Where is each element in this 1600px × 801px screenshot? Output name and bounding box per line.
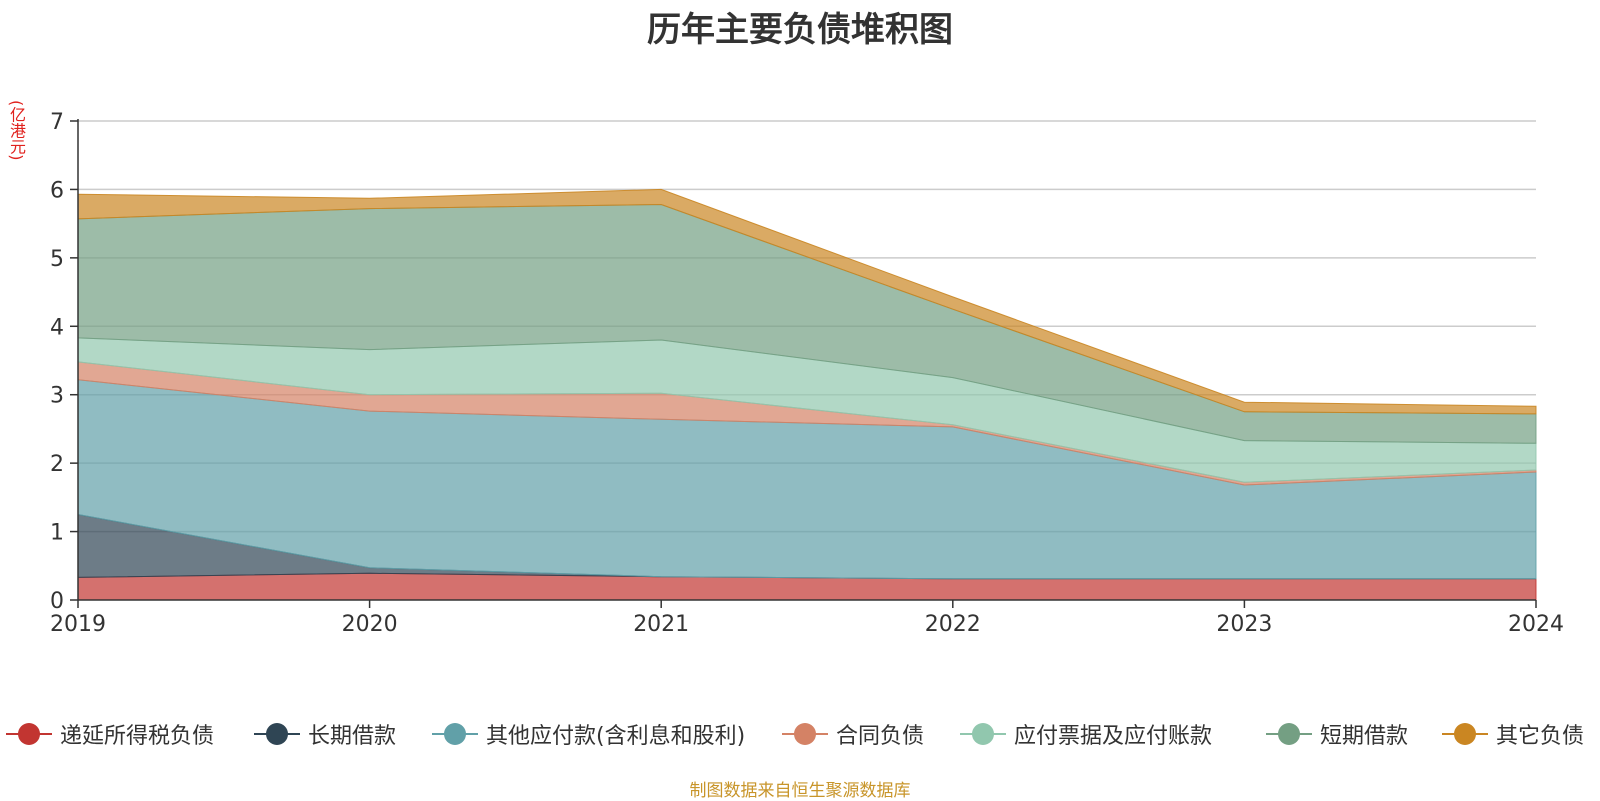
stacked-area-chart: 0 1 2 3 4 5 6 7 2019 2020 2021 2022 2023 2024 — [50, 110, 1564, 637]
y-tick-label: 7 — [50, 110, 64, 135]
x-tick-label: 2020 — [342, 612, 398, 637]
y-axis-unit-label: (亿港元) — [7, 100, 26, 161]
legend-item-7[interactable]: 其它负债 — [1440, 716, 1584, 752]
legend-marker-icon — [252, 716, 302, 752]
legend-marker-icon — [1440, 716, 1490, 752]
legend-item-6[interactable]: 短期借款 — [1264, 716, 1408, 752]
legend-marker-icon — [1264, 716, 1314, 752]
y-tick-label: 6 — [50, 178, 64, 203]
legend-item-4[interactable]: 合同负债 — [780, 716, 924, 752]
legend-label: 长期借款 — [308, 724, 397, 749]
legend-label: 应付票据及应付账款 — [1014, 724, 1213, 749]
y-tick-label: 2 — [50, 452, 64, 477]
legend-label: 递延所得税负债 — [60, 724, 215, 749]
y-tick-label: 0 — [50, 589, 64, 614]
legend-item-3[interactable]: 其他应付款(含利息和股利) — [430, 716, 745, 752]
legend-marker-icon — [958, 716, 1008, 752]
y-tick-label: 3 — [50, 384, 64, 409]
x-tick-label: 2024 — [1508, 612, 1564, 637]
legend-label: 短期借款 — [1320, 724, 1409, 749]
legend-marker-icon — [430, 716, 480, 752]
legend-label: 其他应付款(含利息和股利) — [486, 724, 746, 749]
y-tick-label: 1 — [50, 521, 64, 546]
legend-item-2[interactable]: 长期借款 — [252, 716, 396, 752]
y-tick-label: 5 — [50, 247, 64, 272]
x-tick-label: 2023 — [1216, 612, 1272, 637]
axes: 0 1 2 3 4 5 6 7 2019 2020 2021 2022 2023 2024 — [50, 110, 1564, 637]
area-series-7[interactable] — [77, 188, 1537, 415]
legend: 递延所得税负债 长期借款 其他应付款(含利息和股利) 合同负债 应付票据及应付账款 短期借… — [0, 716, 1600, 756]
source-note: 制图数据来自恒生聚源数据库 — [689, 781, 911, 801]
x-tick-label: 2019 — [50, 612, 106, 637]
x-tick-label: 2021 — [633, 612, 689, 637]
legend-label: 合同负债 — [836, 724, 925, 749]
area-series — [77, 188, 1537, 601]
legend-marker-icon — [780, 716, 830, 752]
x-tick-label: 2022 — [925, 612, 981, 637]
chart-title: 历年主要负债堆积图 — [647, 10, 953, 50]
legend-label: 其它负债 — [1496, 724, 1585, 749]
legend-marker-icon — [4, 716, 54, 752]
legend-item-1[interactable]: 递延所得税负债 — [4, 716, 214, 752]
legend-item-5[interactable]: 应付票据及应付账款 — [958, 716, 1212, 752]
y-tick-label: 4 — [50, 315, 64, 340]
